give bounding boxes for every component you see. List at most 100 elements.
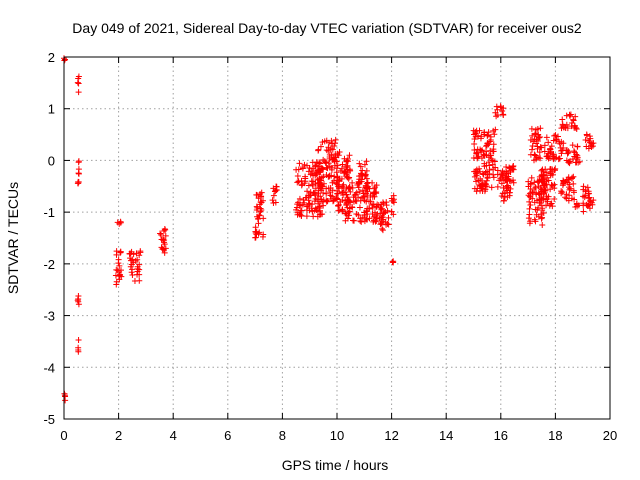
y-tick-label: -1 [43,205,55,220]
y-tick-labels: 2 1 0 -1 -2 -3 -4 -5 [43,50,55,427]
data-point [355,180,362,187]
data-point [308,178,315,185]
data-point [536,178,543,185]
data-point [117,248,124,255]
x-tick-labels: 0 2 4 6 8 10 12 14 16 18 20 [60,428,617,443]
data-point [585,195,592,202]
data-point [563,146,570,153]
data-point [334,150,341,157]
data-point [252,224,259,231]
data-point [320,180,327,187]
data-point [260,231,267,238]
data-point [317,143,324,150]
data-point [310,189,317,196]
data-points [61,55,597,404]
data-point [390,258,397,265]
data-point [341,170,348,177]
data-point [369,204,376,211]
data-point [369,179,376,186]
data-point [580,208,587,215]
data-point [490,141,497,148]
data-point [254,216,261,223]
data-point [528,125,535,132]
data-point [484,132,491,139]
data-point [529,146,536,153]
data-point [255,230,262,237]
data-point [316,159,323,166]
data-point [339,207,346,214]
data-point [490,174,497,181]
data-point [380,210,387,217]
data-point [526,190,533,197]
chart-title: Day 049 of 2021, Sidereal Day-to-day VTE… [72,20,582,36]
data-point [383,221,390,228]
data-point [62,397,69,404]
data-point [491,131,498,138]
data-point [481,163,488,170]
data-point [529,195,536,202]
data-point [352,197,359,204]
data-point [162,226,169,233]
data-point [74,79,81,86]
data-point [474,155,481,162]
data-point [339,161,346,168]
data-point [476,127,483,134]
data-point [481,129,488,136]
data-point [373,203,380,210]
data-point [296,195,303,202]
data-point [527,151,534,158]
data-point [75,296,82,302]
data-point [538,202,545,209]
data-point [130,259,137,266]
data-point [343,211,350,218]
data-point [377,220,384,227]
x-tick-label: 0 [60,428,67,443]
data-point [75,80,82,87]
data-point [342,189,349,196]
data-point [373,182,380,189]
data-point [589,201,596,208]
data-point [491,158,498,165]
data-point [361,212,368,219]
data-point [316,166,323,173]
data-point [334,195,341,202]
data-point [161,249,168,256]
data-point [548,181,555,188]
data-point [359,187,366,194]
data-point [507,167,514,174]
data-point [271,188,278,195]
y-tick-label: 2 [48,50,55,65]
data-point [499,107,506,114]
data-point [570,148,577,155]
x-tick-label: 12 [384,428,398,443]
data-point [473,178,480,185]
data-point [545,177,552,184]
data-point [559,189,566,196]
data-point [570,173,577,180]
data-point [498,180,505,187]
data-point [334,173,341,180]
data-point [487,152,494,159]
data-point [157,231,164,238]
data-point [538,211,545,218]
data-point [75,180,82,187]
data-point [498,171,505,178]
data-point [536,149,543,156]
data-point [586,133,593,140]
data-point [389,197,396,204]
data-point [547,186,554,193]
data-point [352,191,359,198]
data-point [494,106,501,113]
data-point [136,252,143,259]
data-point [306,164,313,171]
data-point [471,141,478,148]
data-point [136,277,143,284]
data-point [258,193,265,200]
data-point [528,174,535,181]
data-point [568,119,575,126]
data-point [574,154,581,161]
data-point [572,203,579,210]
data-point [337,167,344,174]
data-point [335,202,342,209]
data-point [252,234,259,241]
